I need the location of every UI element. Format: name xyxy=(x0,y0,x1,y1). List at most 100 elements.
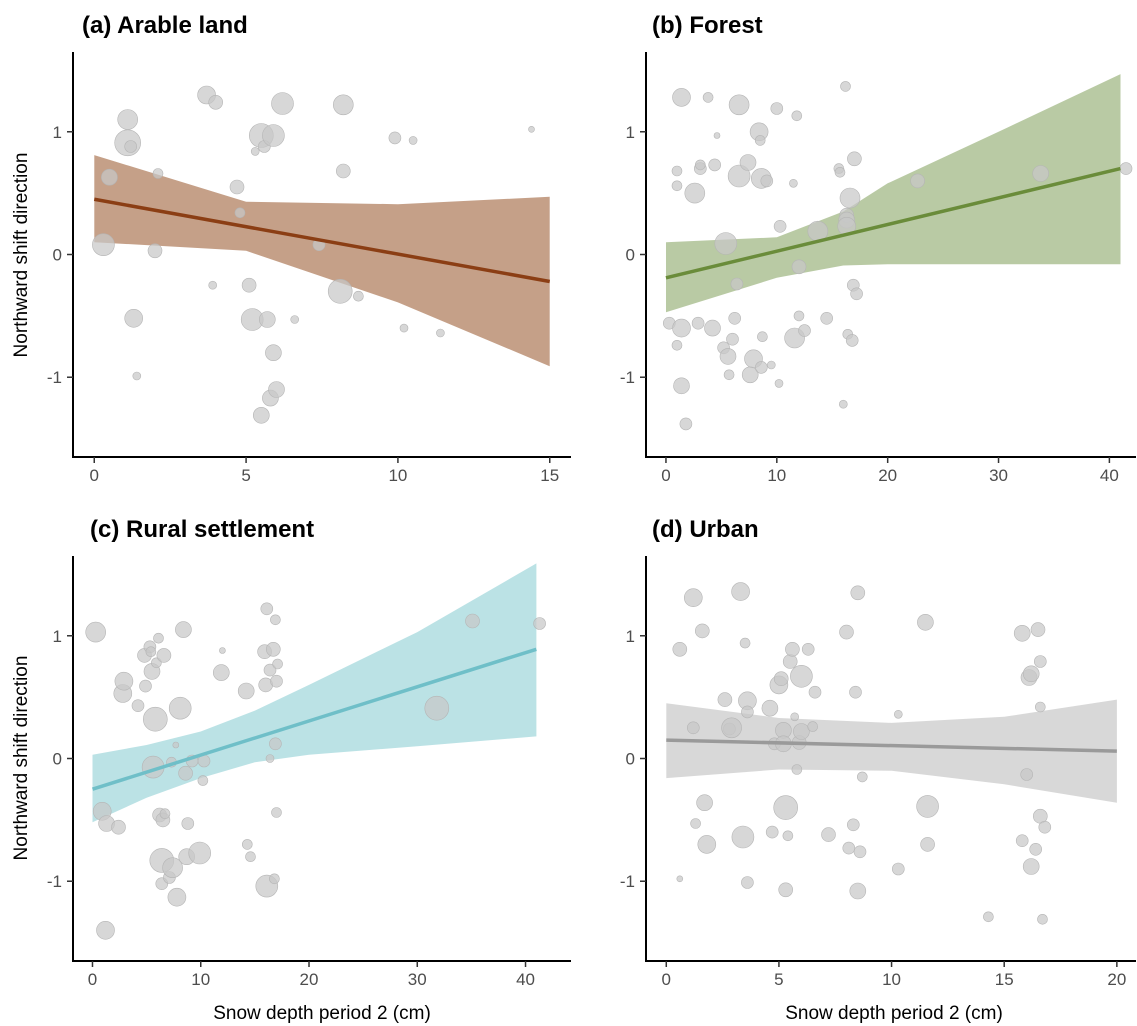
y-tick-label: 1 xyxy=(626,123,635,142)
data-point xyxy=(850,585,866,601)
confidence-band xyxy=(94,155,550,367)
data-point xyxy=(834,167,846,178)
data-point xyxy=(156,648,172,663)
y-tick-label: -1 xyxy=(620,368,635,387)
x-tick-label: 20 xyxy=(1107,970,1126,989)
data-point xyxy=(1022,858,1040,875)
data-point xyxy=(241,277,257,293)
data-point xyxy=(143,706,168,732)
data-point xyxy=(790,712,800,722)
data-point xyxy=(242,839,253,850)
data-point xyxy=(849,685,862,699)
data-point xyxy=(528,126,535,133)
y-tick-label: 1 xyxy=(53,123,62,142)
data-point xyxy=(721,717,742,739)
data-point xyxy=(1038,820,1052,834)
data-point xyxy=(1034,655,1047,668)
data-point xyxy=(181,817,195,830)
data-point xyxy=(139,679,152,693)
data-point xyxy=(159,808,171,820)
data-point xyxy=(145,646,157,658)
regression-line xyxy=(665,166,1121,280)
data-point xyxy=(761,699,779,717)
data-point xyxy=(728,311,742,325)
data-point xyxy=(679,417,693,431)
data-point xyxy=(840,81,851,92)
panel-title-urban: (d) Urban xyxy=(652,516,759,543)
x-axis-title-left: Snow depth period 2 (cm) xyxy=(213,1003,431,1024)
data-point xyxy=(269,873,280,885)
data-point xyxy=(96,920,115,940)
x-axis-title-right: Snow depth period 2 (cm) xyxy=(785,1003,1003,1024)
regression-line xyxy=(93,197,551,284)
data-point xyxy=(465,613,480,629)
data-point xyxy=(730,277,744,291)
y-axis-title-top: Northward shift direction xyxy=(11,153,32,358)
data-point xyxy=(765,825,779,839)
data-point xyxy=(408,136,418,145)
data-point xyxy=(807,721,819,732)
data-point xyxy=(131,699,145,713)
data-point xyxy=(704,319,721,337)
x-tick-label: 5 xyxy=(774,970,783,989)
data-point xyxy=(258,311,276,328)
data-point xyxy=(856,771,868,783)
data-point xyxy=(713,132,721,139)
data-point xyxy=(782,654,798,669)
y-tick-label: 0 xyxy=(626,750,635,769)
data-point xyxy=(1022,665,1040,683)
data-point xyxy=(726,332,739,346)
data-point xyxy=(132,371,142,381)
data-point xyxy=(388,131,402,145)
data-point xyxy=(1119,162,1133,175)
data-point xyxy=(676,875,684,883)
data-point xyxy=(424,695,450,721)
data-point xyxy=(773,795,799,820)
data-point xyxy=(213,664,230,681)
data-point xyxy=(270,614,281,626)
data-point xyxy=(983,911,994,923)
y-tick-label: -1 xyxy=(47,872,62,891)
data-point xyxy=(920,837,935,852)
data-point xyxy=(271,807,282,818)
data-point xyxy=(791,764,803,775)
x-tick-label: 30 xyxy=(989,466,1008,485)
data-point xyxy=(801,642,815,656)
confidence-band xyxy=(666,74,1121,313)
x-tick-label: 10 xyxy=(191,970,210,989)
data-point xyxy=(766,360,776,370)
data-point xyxy=(168,696,192,720)
x-tick-label: 30 xyxy=(408,970,427,989)
data-point xyxy=(838,399,848,409)
data-point xyxy=(798,324,811,337)
data-point xyxy=(673,377,690,395)
data-point xyxy=(917,613,934,631)
data-point xyxy=(672,641,688,657)
data-point xyxy=(717,692,733,707)
data-point xyxy=(754,135,766,146)
data-point xyxy=(117,109,138,130)
data-point xyxy=(842,841,856,855)
data-point xyxy=(162,857,183,879)
data-point xyxy=(268,381,285,398)
data-point xyxy=(850,287,863,301)
panel-title-arable-land: (a) Arable land xyxy=(82,12,248,39)
data-point xyxy=(731,582,750,601)
data-point xyxy=(702,92,714,103)
x-tick-label: 20 xyxy=(300,970,319,989)
data-point xyxy=(728,94,750,116)
data-point xyxy=(167,887,187,907)
data-point xyxy=(694,623,710,639)
data-point xyxy=(754,361,768,374)
data-point xyxy=(234,207,246,219)
data-point xyxy=(910,173,925,189)
y-tick-label: 1 xyxy=(626,627,635,646)
data-point xyxy=(335,163,351,179)
y-tick-label: -1 xyxy=(620,872,635,891)
data-point xyxy=(124,308,143,328)
x-tick-label: 15 xyxy=(540,466,559,485)
data-point xyxy=(671,339,683,351)
y-tick-label: 0 xyxy=(53,246,62,265)
x-tick-label: 0 xyxy=(90,466,99,485)
data-point xyxy=(708,158,722,172)
